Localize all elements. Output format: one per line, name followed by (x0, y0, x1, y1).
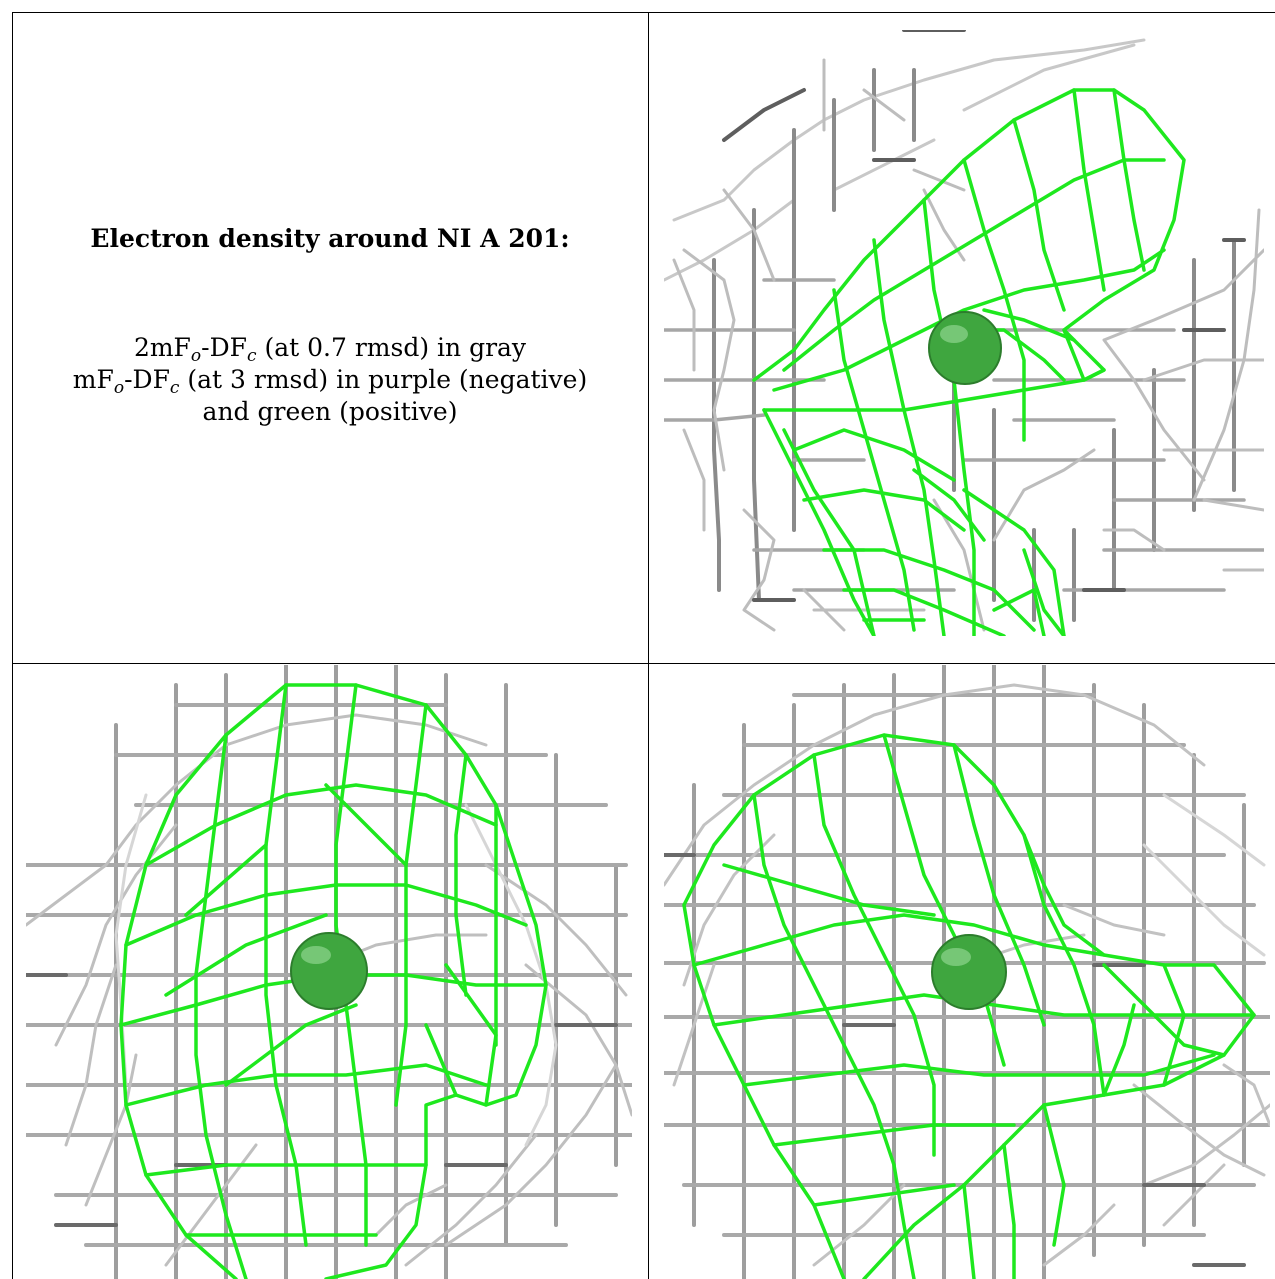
caption-line-green: and green (positive) (202, 397, 458, 426)
table-border-left (12, 12, 13, 1279)
caption-text: 2mFo-DFc (at 0.7 rmsd) in gray mFo-DFc (… (12, 332, 648, 428)
caption-cell: Electron density around NI A 201: 2mFo-D… (12, 12, 648, 664)
gray-density-mesh (664, 30, 1264, 632)
green-positive-density-mesh (752, 88, 1186, 636)
density-view-bottom-left (26, 665, 632, 1279)
caption-line-difference: mFo-DFc (at 3 rmsd) in purple (negative) (72, 365, 588, 398)
green-positive-density-mesh (682, 733, 1256, 1279)
gray-density-mesh (664, 665, 1270, 1279)
caption-line-gray: 2mFo-DFc (at 0.7 rmsd) in gray (133, 333, 527, 366)
density-view-top-right (664, 30, 1264, 636)
nickel-atom-sphere (931, 934, 1007, 1010)
density-mesh (664, 30, 1264, 636)
nickel-atom-sphere (290, 932, 368, 1010)
nickel-atom-sphere (928, 311, 1002, 385)
density-mesh (664, 665, 1270, 1279)
table-border-top (12, 12, 1275, 13)
table-border-middle-vertical (648, 12, 649, 1279)
density-mesh (26, 665, 632, 1279)
table-border-middle-horizontal (12, 663, 1275, 664)
density-view-bottom-right (664, 665, 1270, 1279)
caption-title: Electron density around NI A 201: (90, 224, 570, 253)
